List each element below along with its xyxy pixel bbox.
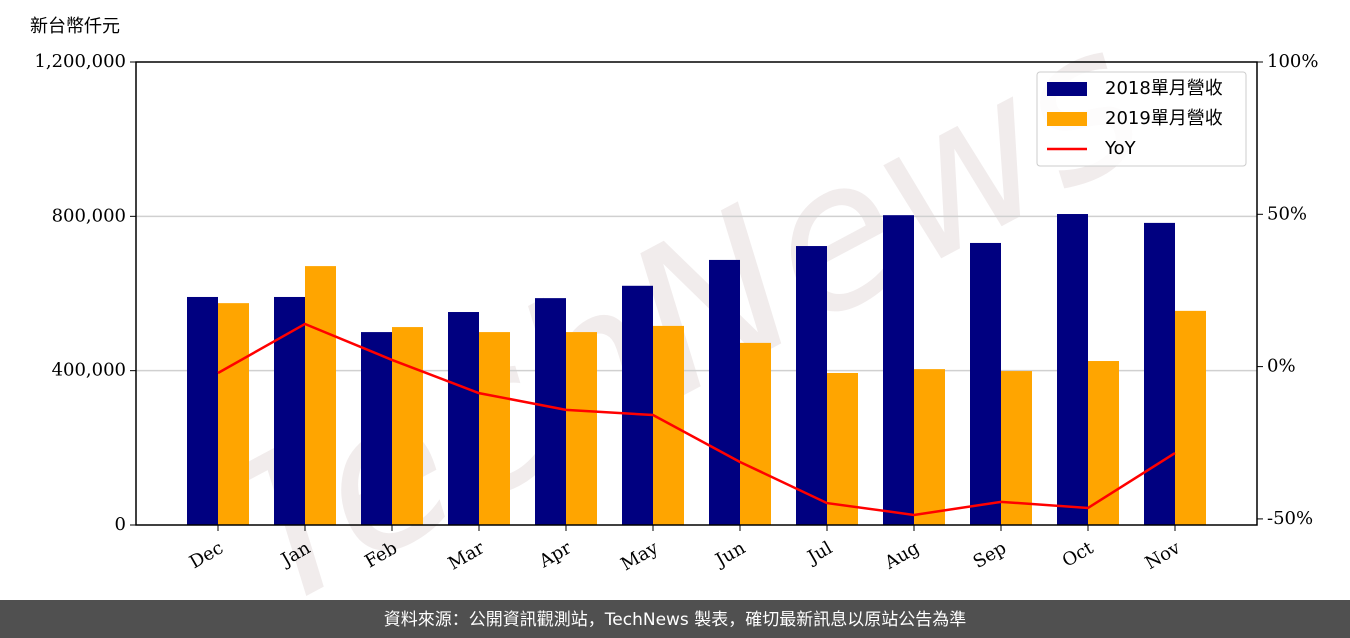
y2-tick-label: 0% <box>1267 356 1296 377</box>
bar <box>535 298 566 525</box>
y-tick-label: 800,000 <box>52 205 126 226</box>
y2-tick-label: -50% <box>1267 508 1313 529</box>
legend-box <box>1036 71 1247 167</box>
bar <box>622 285 653 525</box>
plot-frame <box>135 61 1258 526</box>
bar <box>653 325 684 525</box>
bar <box>796 246 827 526</box>
y-axis-label: 新台幣仟元 <box>30 16 120 37</box>
bar <box>1144 222 1175 525</box>
bar <box>187 296 218 525</box>
bar <box>709 259 740 525</box>
bar <box>218 303 249 525</box>
bar <box>1088 361 1119 525</box>
bar <box>883 215 914 525</box>
y-tick-label: 1,200,000 <box>34 51 126 72</box>
bar <box>566 332 597 525</box>
bar <box>827 372 858 525</box>
legend-label: 2019單月營收 <box>1105 108 1223 129</box>
bar <box>740 342 771 525</box>
legend-swatch <box>1047 112 1087 126</box>
bar <box>914 369 945 525</box>
bar <box>361 332 392 525</box>
footer: 資料來源：公開資訊觀測站，TechNews 製表，確切最新訊息以原站公告為準 <box>384 610 966 630</box>
y-tick-label: 0 <box>115 514 126 535</box>
legend-label: YoY <box>1104 138 1137 159</box>
y-tick-label: 400,000 <box>52 360 126 381</box>
bar <box>274 296 305 525</box>
bar <box>1001 371 1032 525</box>
footer-bar <box>0 600 1350 638</box>
line <box>217 322 1176 517</box>
y2-tick-label: 100% <box>1267 51 1318 72</box>
bar <box>448 312 479 525</box>
bar <box>970 242 1001 526</box>
bar <box>305 266 336 525</box>
bar <box>1057 214 1088 526</box>
bar <box>1175 310 1206 525</box>
y2-tick-label: 50% <box>1267 203 1307 224</box>
bar <box>392 327 423 525</box>
legend-label: 2018單月營收 <box>1105 78 1223 99</box>
legend-swatch <box>1047 82 1087 96</box>
bar <box>479 332 510 525</box>
